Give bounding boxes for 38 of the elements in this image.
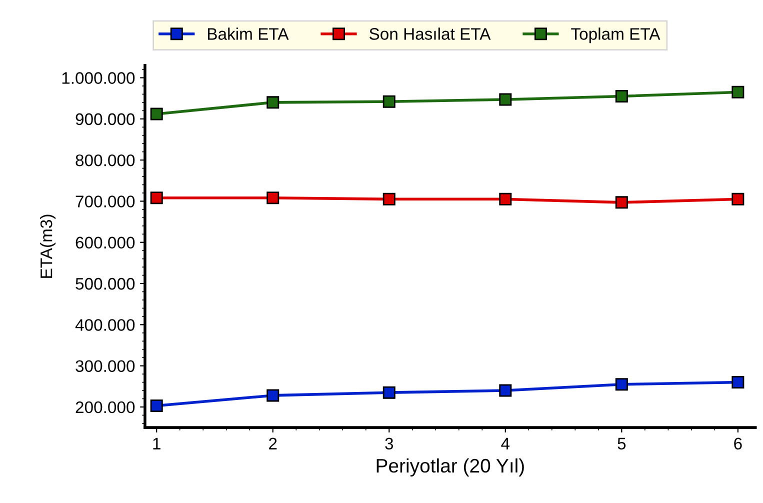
y-tick-label: 400.000 xyxy=(75,319,135,331)
x-tick-label: 3 xyxy=(385,438,394,450)
point xyxy=(499,192,512,206)
point xyxy=(266,192,280,204)
x-tick-label: 4 xyxy=(501,438,510,450)
point xyxy=(615,196,628,209)
legend-label: Bakim ETA xyxy=(208,28,289,40)
y-tick-label: 1.000.000 xyxy=(62,72,135,84)
x-tick-label: 1 xyxy=(153,438,160,450)
point xyxy=(499,93,512,106)
x-tick-label: 5 xyxy=(618,438,626,450)
x-axis-title: Periyotlar (20 Yıl) xyxy=(376,458,524,476)
point xyxy=(732,192,744,206)
point xyxy=(382,95,396,108)
y-tick-label: 800.000 xyxy=(76,154,135,166)
point xyxy=(266,96,280,109)
point xyxy=(499,384,512,397)
point xyxy=(150,108,163,120)
y-tick-label: 700.000 xyxy=(76,196,135,208)
x-tick-label: 6 xyxy=(734,438,742,450)
legend-label: Toplam ETA xyxy=(571,28,660,44)
point xyxy=(732,86,744,98)
y-tick-label: 500.000 xyxy=(76,278,135,290)
point xyxy=(150,399,163,412)
y-tick-label: 200.000 xyxy=(76,401,135,414)
point xyxy=(382,192,396,206)
point xyxy=(266,389,280,402)
y-axis-title: ETA(m3) xyxy=(40,214,56,278)
y-tick-label: 600.000 xyxy=(76,236,135,249)
y-tick-label: 300.000 xyxy=(76,360,135,372)
point xyxy=(615,378,628,391)
point xyxy=(615,90,628,103)
y-tick-label: 900.000 xyxy=(76,113,135,126)
legend-label: Son Hasılat ETA xyxy=(370,28,491,40)
point xyxy=(732,376,744,389)
point xyxy=(150,192,163,204)
point xyxy=(382,386,396,399)
x-tick-label: 2 xyxy=(269,438,277,450)
